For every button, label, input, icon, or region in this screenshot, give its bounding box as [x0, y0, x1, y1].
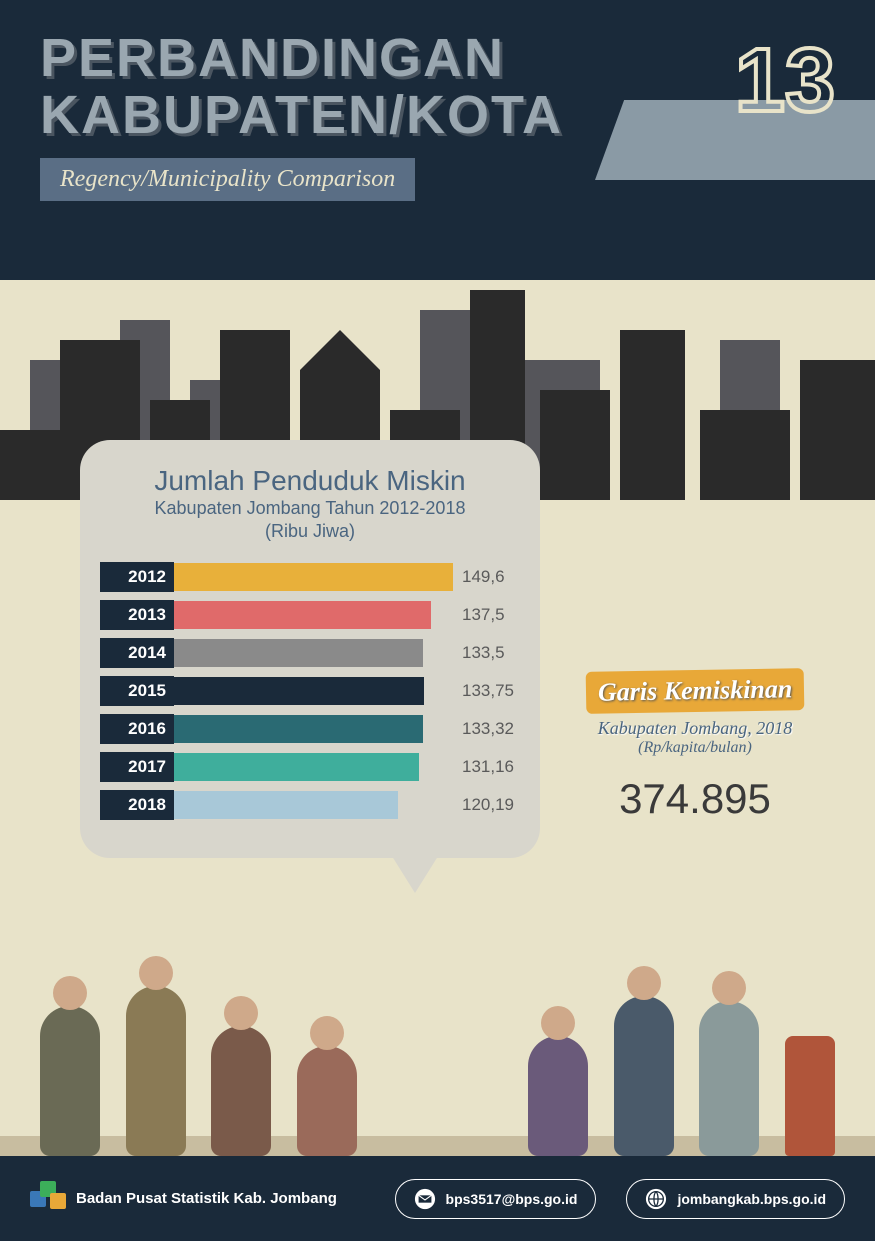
bar-value-label: 131,16: [462, 757, 514, 777]
org-logo: Badan Pusat Statistik Kab. Jombang: [30, 1181, 365, 1217]
bar-year-label: 2017: [100, 752, 174, 782]
bar-year-label: 2012: [100, 562, 174, 592]
bar-value-label: 133,32: [462, 719, 514, 739]
speech-bubble-tail: [390, 853, 440, 893]
figure: [40, 1006, 100, 1156]
bar-value-label: 149,6: [462, 567, 505, 587]
subtitle-box: Regency/Municipality Comparison: [40, 158, 415, 201]
page-number: 13: [735, 30, 835, 133]
bar-value-label: 137,5: [462, 605, 505, 625]
bar-value-label: 133,75: [462, 681, 514, 701]
bar-fill: [174, 715, 423, 743]
email-text: bps3517@bps.go.id: [446, 1191, 578, 1207]
bar-year-label: 2013: [100, 600, 174, 630]
people-illustration: [0, 956, 875, 1156]
bar-row: 2013 137,5: [100, 600, 520, 630]
bar-value-label: 133,5: [462, 643, 505, 663]
bar-row: 2015 133,75: [100, 676, 520, 706]
bar-row: 2017 131,16: [100, 752, 520, 782]
website-text: jombangkab.bps.go.id: [677, 1191, 826, 1207]
bar-fill: [174, 677, 424, 705]
bar-track: [174, 563, 454, 591]
mail-icon: [414, 1188, 436, 1210]
bar-fill: [174, 601, 431, 629]
chart-subtitle-1: Kabupaten Jombang Tahun 2012-2018: [100, 497, 520, 520]
bar-year-label: 2014: [100, 638, 174, 668]
bar-value-label: 120,19: [462, 795, 514, 815]
bar-fill: [174, 753, 419, 781]
bar-row: 2018 120,19: [100, 790, 520, 820]
bar-track: [174, 753, 454, 781]
bar-track: [174, 715, 454, 743]
figure: [699, 1001, 759, 1156]
bar-track: [174, 639, 454, 667]
chart-subtitle-2: (Ribu Jiwa): [100, 520, 520, 543]
bar-row: 2016 133,32: [100, 714, 520, 744]
header: 13 PERBANDINGAN KABUPATEN/KOTA Regency/M…: [0, 0, 875, 280]
figure: [528, 1036, 588, 1156]
email-pill: bps3517@bps.go.id: [395, 1179, 597, 1219]
bar-track: [174, 791, 454, 819]
bar-fill: [174, 639, 423, 667]
brush-highlight: Garis Kemiskinan: [585, 668, 804, 714]
poverty-line-value: 374.895: [545, 775, 845, 823]
figure: [297, 1046, 357, 1156]
website-pill: jombangkab.bps.go.id: [626, 1179, 845, 1219]
bar-year-label: 2018: [100, 790, 174, 820]
chart-title: Jumlah Penduduk Miskin: [100, 465, 520, 497]
bar-row: 2012 149,6: [100, 562, 520, 592]
bar-year-label: 2015: [100, 676, 174, 706]
bar-fill: [174, 791, 398, 819]
bar-year-label: 2016: [100, 714, 174, 744]
figure: [614, 996, 674, 1156]
bps-logo-icon: [30, 1181, 66, 1217]
bar-chart: 2012149,62013137,52014133,52015133,75201…: [100, 562, 520, 820]
globe-icon: [645, 1188, 667, 1210]
poverty-line-sub2: (Rp/kapita/bulan): [545, 739, 845, 757]
org-name: Badan Pusat Statistik Kab. Jombang: [76, 1190, 337, 1207]
subtitle: Regency/Municipality Comparison: [60, 166, 395, 192]
poverty-line-callout: Garis Kemiskinan Kabupaten Jombang, 2018…: [545, 670, 845, 823]
poverty-line-sub1: Kabupaten Jombang, 2018: [545, 718, 845, 739]
bar-row: 2014 133,5: [100, 638, 520, 668]
figure: [126, 986, 186, 1156]
bar-fill: [174, 563, 453, 591]
bar-track: [174, 677, 454, 705]
figure: [211, 1026, 271, 1156]
barrel: [785, 1036, 835, 1156]
footer: Badan Pusat Statistik Kab. Jombang bps35…: [0, 1156, 875, 1241]
poverty-line-title: Garis Kemiskinan: [598, 674, 793, 706]
chart-panel: Jumlah Penduduk Miskin Kabupaten Jombang…: [80, 440, 540, 858]
bar-track: [174, 601, 454, 629]
title-line-1: PERBANDINGAN: [40, 30, 835, 87]
